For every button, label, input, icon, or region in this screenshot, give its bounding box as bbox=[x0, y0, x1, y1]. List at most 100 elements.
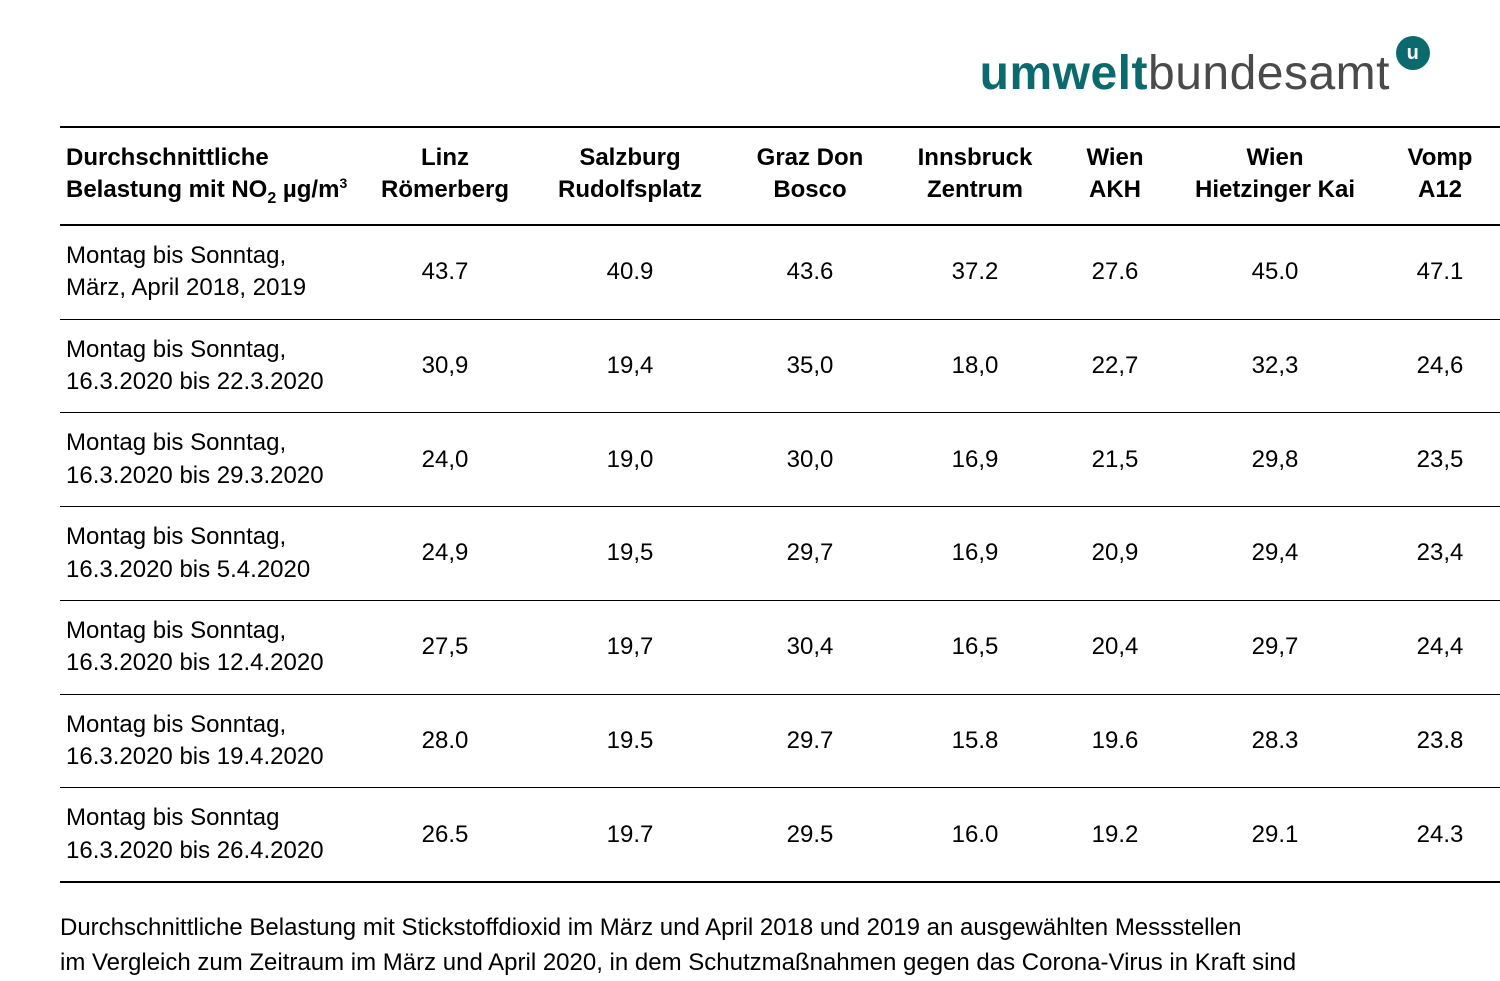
table-row: Montag bis Sonntag, 16.3.2020 bis 12.4.20… bbox=[60, 600, 1500, 694]
row-label-line2: 16.3.2020 bis 22.3.2020 bbox=[66, 368, 324, 395]
col-salzburg: SalzburgRudolfsplatz bbox=[530, 127, 730, 225]
cell-value: 24,4 bbox=[1380, 600, 1500, 694]
table-row: Montag bis Sonntag, 16.3.2020 bis 5.4.202… bbox=[60, 507, 1500, 601]
document-page: umweltbundesamt u Durchschnittliche Bela… bbox=[0, 0, 1500, 908]
row-period-label: Montag bis Sonntag, 16.3.2020 bis 29.3.20… bbox=[60, 413, 360, 507]
row-label-line1: Montag bis Sonntag, bbox=[66, 336, 286, 363]
cell-value: 28.3 bbox=[1170, 694, 1380, 788]
row-label-line1: Montag bis Sonntag, bbox=[66, 242, 286, 269]
cell-value: 19.7 bbox=[530, 788, 730, 882]
col-innsbruck: InnsbruckZentrum bbox=[890, 127, 1060, 225]
logo-text-bold: umwelt bbox=[980, 47, 1148, 100]
header-label-line2-prefix: Belastung mit NO bbox=[66, 176, 267, 203]
cell-value: 23,4 bbox=[1380, 507, 1500, 601]
cell-value: 19.5 bbox=[530, 694, 730, 788]
logo-badge-icon: u bbox=[1396, 36, 1430, 70]
table-row: Montag bis Sonntag, 16.3.2020 bis 19.4.20… bbox=[60, 694, 1500, 788]
cell-value: 32,3 bbox=[1170, 319, 1380, 413]
cell-value: 30,9 bbox=[360, 319, 530, 413]
cell-value: 43.7 bbox=[360, 225, 530, 319]
cell-value: 16,9 bbox=[890, 413, 1060, 507]
table-row: Montag bis Sonntag, 16.3.2020 bis 29.3.20… bbox=[60, 413, 1500, 507]
header-label-sup: 3 bbox=[339, 175, 347, 191]
cell-value: 27.6 bbox=[1060, 225, 1170, 319]
row-label-line2: März, April 2018, 2019 bbox=[66, 274, 306, 301]
logo-text-thin: bundesamt bbox=[1148, 47, 1390, 100]
cell-value: 21,5 bbox=[1060, 413, 1170, 507]
cell-value: 47.1 bbox=[1380, 225, 1500, 319]
cell-value: 23,5 bbox=[1380, 413, 1500, 507]
col-vomp: VompA12 bbox=[1380, 127, 1500, 225]
cell-value: 24,9 bbox=[360, 507, 530, 601]
cell-value: 15.8 bbox=[890, 694, 1060, 788]
header-measure-label: Durchschnittliche Belastung mit NO2 µg/m… bbox=[60, 127, 360, 225]
row-label-line2: 16.3.2020 bis 12.4.2020 bbox=[66, 649, 324, 676]
cell-value: 30,0 bbox=[730, 413, 890, 507]
cell-value: 16,9 bbox=[890, 507, 1060, 601]
header-label-unit: µg/m bbox=[276, 176, 339, 203]
row-label-line2: 16.3.2020 bis 5.4.2020 bbox=[66, 556, 310, 583]
cell-value: 27,5 bbox=[360, 600, 530, 694]
cell-value: 45.0 bbox=[1170, 225, 1380, 319]
row-label-line2: 16.3.2020 bis 19.4.2020 bbox=[66, 743, 324, 770]
cell-value: 19,0 bbox=[530, 413, 730, 507]
row-period-label: Montag bis Sonntag 16.3.2020 bis 26.4.202… bbox=[60, 788, 360, 882]
col-graz: Graz DonBosco bbox=[730, 127, 890, 225]
cell-value: 35,0 bbox=[730, 319, 890, 413]
no2-data-table: Durchschnittliche Belastung mit NO2 µg/m… bbox=[60, 126, 1500, 883]
row-label-line1: Montag bis Sonntag, bbox=[66, 429, 286, 456]
cell-value: 19.6 bbox=[1060, 694, 1170, 788]
table-caption: Durchschnittliche Belastung mit Sticksto… bbox=[60, 911, 1440, 981]
table-row: Montag bis Sonntag, 16.3.2020 bis 22.3.20… bbox=[60, 319, 1500, 413]
row-period-label: Montag bis Sonntag, 16.3.2020 bis 12.4.20… bbox=[60, 600, 360, 694]
cell-value: 40.9 bbox=[530, 225, 730, 319]
cell-value: 28.0 bbox=[360, 694, 530, 788]
cell-value: 20,9 bbox=[1060, 507, 1170, 601]
row-label-line1: Montag bis Sonntag bbox=[66, 804, 279, 831]
table-row: Montag bis Sonntag, März, April 2018, 201… bbox=[60, 225, 1500, 319]
cell-value: 43.6 bbox=[730, 225, 890, 319]
umweltbundesamt-logo: umweltbundesamt u bbox=[980, 50, 1430, 98]
table-row: Montag bis Sonntag 16.3.2020 bis 26.4.202… bbox=[60, 788, 1500, 882]
cell-value: 24.3 bbox=[1380, 788, 1500, 882]
cell-value: 30,4 bbox=[730, 600, 890, 694]
caption-line1: Durchschnittliche Belastung mit Sticksto… bbox=[60, 914, 1242, 941]
table-body: Montag bis Sonntag, März, April 2018, 201… bbox=[60, 225, 1500, 882]
row-label-line1: Montag bis Sonntag, bbox=[66, 711, 286, 738]
row-label-line2: 16.3.2020 bis 26.4.2020 bbox=[66, 837, 324, 864]
cell-value: 29.1 bbox=[1170, 788, 1380, 882]
cell-value: 20,4 bbox=[1060, 600, 1170, 694]
cell-value: 19,5 bbox=[530, 507, 730, 601]
cell-value: 29.7 bbox=[730, 694, 890, 788]
cell-value: 19,7 bbox=[530, 600, 730, 694]
cell-value: 24,0 bbox=[360, 413, 530, 507]
cell-value: 29,7 bbox=[1170, 600, 1380, 694]
cell-value: 37.2 bbox=[890, 225, 1060, 319]
cell-value: 29.5 bbox=[730, 788, 890, 882]
cell-value: 18,0 bbox=[890, 319, 1060, 413]
cell-value: 24,6 bbox=[1380, 319, 1500, 413]
table-header-row: Durchschnittliche Belastung mit NO2 µg/m… bbox=[60, 127, 1500, 225]
col-wien-hietzinger: WienHietzinger Kai bbox=[1170, 127, 1380, 225]
cell-value: 23.8 bbox=[1380, 694, 1500, 788]
cell-value: 29,8 bbox=[1170, 413, 1380, 507]
cell-value: 19,4 bbox=[530, 319, 730, 413]
cell-value: 19.2 bbox=[1060, 788, 1170, 882]
cell-value: 22,7 bbox=[1060, 319, 1170, 413]
row-label-line2: 16.3.2020 bis 29.3.2020 bbox=[66, 462, 324, 489]
cell-value: 29,4 bbox=[1170, 507, 1380, 601]
header-label-sub: 2 bbox=[267, 190, 276, 207]
row-period-label: Montag bis Sonntag, 16.3.2020 bis 22.3.20… bbox=[60, 319, 360, 413]
row-label-line1: Montag bis Sonntag, bbox=[66, 523, 286, 550]
col-wien-akh: WienAKH bbox=[1060, 127, 1170, 225]
cell-value: 29,7 bbox=[730, 507, 890, 601]
row-label-line1: Montag bis Sonntag, bbox=[66, 617, 286, 644]
row-period-label: Montag bis Sonntag, März, April 2018, 201… bbox=[60, 225, 360, 319]
logo-container: umweltbundesamt u bbox=[60, 50, 1440, 98]
row-period-label: Montag bis Sonntag, 16.3.2020 bis 19.4.20… bbox=[60, 694, 360, 788]
cell-value: 26.5 bbox=[360, 788, 530, 882]
header-label-line1: Durchschnittliche bbox=[66, 144, 269, 171]
cell-value: 16,5 bbox=[890, 600, 1060, 694]
cell-value: 16.0 bbox=[890, 788, 1060, 882]
row-period-label: Montag bis Sonntag, 16.3.2020 bis 5.4.202… bbox=[60, 507, 360, 601]
